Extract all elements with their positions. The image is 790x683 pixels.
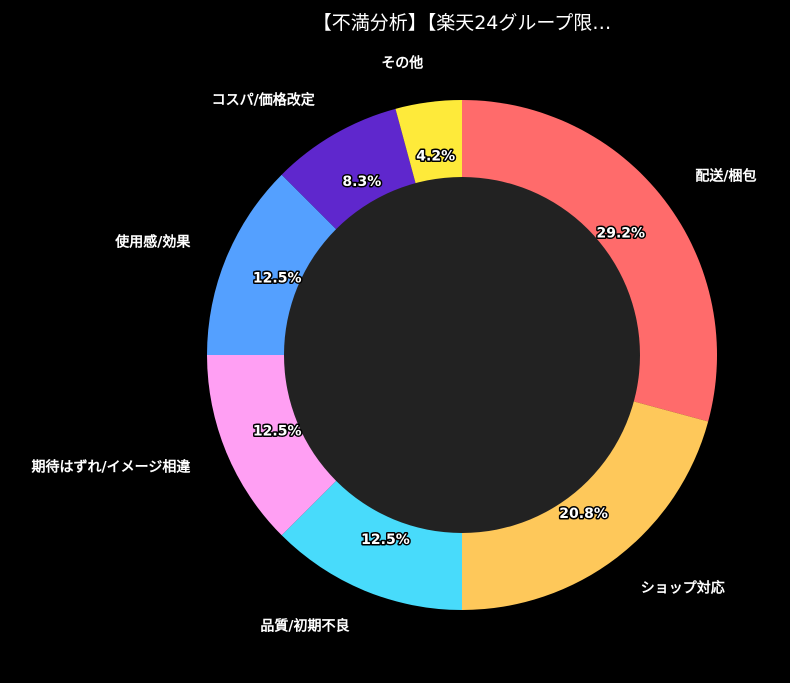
- slice-value-label: 8.3%: [342, 174, 381, 190]
- labels-group: 29.2% 配送/梱包 20.8% ショップ対応 12.5% 品質/初期不良 12.5% 期待…: [32, 55, 757, 635]
- slice-value-label: 12.5%: [253, 270, 302, 286]
- slice-value-label: 29.2%: [597, 225, 646, 241]
- chart-title: 【不満分析】【楽天24グループ限…: [313, 12, 612, 34]
- donut-center: [284, 177, 640, 533]
- slice-category-label: ショップ対応: [641, 579, 725, 596]
- slice-category-label: 期待はずれ/イメージ相違: [32, 459, 191, 476]
- slice-category-label: 品質/初期不良: [260, 618, 349, 635]
- slice-value-label: 4.2%: [416, 149, 455, 165]
- slice-value-label: 20.8%: [559, 506, 608, 522]
- slice-value-label: 12.5%: [253, 424, 302, 440]
- slice-value-label: 12.5%: [361, 532, 410, 548]
- slice-category-label: 使用感/効果: [114, 233, 191, 250]
- slice-category-label: その他: [381, 55, 423, 72]
- slice-category-label: コスパ/価格改定: [212, 92, 315, 109]
- slice-category-label: 配送/梱包: [695, 167, 756, 184]
